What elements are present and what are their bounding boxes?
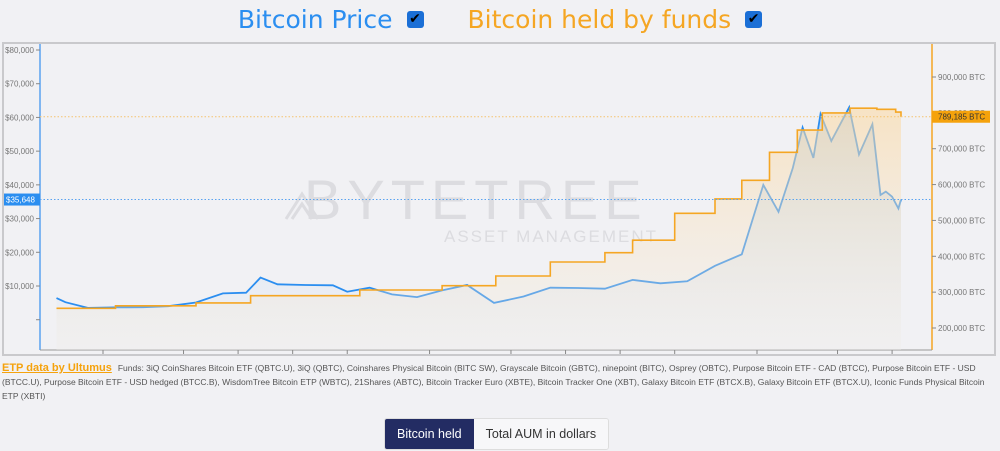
footer: ETP data by Ultumus Funds: 3iQ CoinShares…	[2, 361, 992, 403]
legend-bitcoin-held[interactable]: Bitcoin held by funds ✔	[468, 5, 763, 34]
funds-list: Funds: 3iQ CoinShares Bitcoin ETF (QBTC.…	[2, 363, 985, 401]
left-tick-label: $10,000	[5, 282, 34, 291]
left-tick-label: $60,000	[5, 113, 34, 122]
checkbox-checked-icon[interactable]: ✔	[406, 10, 424, 28]
toggle-total-aum[interactable]: Total AUM in dollars	[473, 419, 609, 449]
watermark-tree-icon	[284, 191, 320, 220]
watermark-subtitle: ASSET MANAGEMENT	[444, 227, 658, 246]
funds-current-badge	[932, 110, 990, 123]
chart-container: BYTETREE ASSET MANAGEMENT $10,000 $20,000 $3…	[2, 42, 996, 364]
left-tick-label: $40,000	[5, 181, 34, 190]
series-area-funds	[56, 108, 902, 350]
funds-current-label: 789,185 BTC	[938, 113, 985, 122]
legend-bitcoin-price[interactable]: Bitcoin Price ✔	[238, 5, 424, 34]
right-tick-label: 400,000 BTC	[938, 252, 985, 261]
left-tick-label: $20,000	[5, 248, 34, 257]
watermark-logo: BYTETREE	[304, 168, 648, 231]
legend-label: Bitcoin Price	[237, 4, 393, 34]
price-current-badge	[4, 193, 40, 206]
chart-legend: Bitcoin Price ✔ Bitcoin held by funds ✔	[0, 2, 1000, 36]
right-tick-label: 500,000 BTC	[938, 216, 985, 225]
left-tick-label: $70,000	[5, 80, 34, 89]
left-tick-label: $80,000	[5, 46, 34, 55]
right-tick-label: 600,000 BTC	[938, 181, 985, 190]
right-tick-label: 900,000 BTC	[938, 73, 985, 82]
checkbox-checked-icon[interactable]: ✔	[745, 10, 763, 28]
left-tick-label: $50,000	[5, 147, 34, 156]
left-tick-label: $30,000	[5, 215, 34, 224]
etp-data-link[interactable]: ETP data by Ultumus	[2, 362, 112, 374]
right-tick-label: 200,000 BTC	[938, 324, 985, 333]
price-current-label: $35,648	[6, 196, 35, 205]
toggle-bitcoin-held[interactable]: Bitcoin held	[385, 419, 474, 449]
right-tick-label: 300,000 BTC	[938, 288, 985, 297]
right-tick-label: 700,000 BTC	[938, 145, 985, 154]
legend-label: Bitcoin held by funds	[467, 4, 732, 34]
view-toggle: Bitcoin held Total AUM in dollars	[384, 418, 610, 450]
series-line-funds	[56, 107, 902, 310]
